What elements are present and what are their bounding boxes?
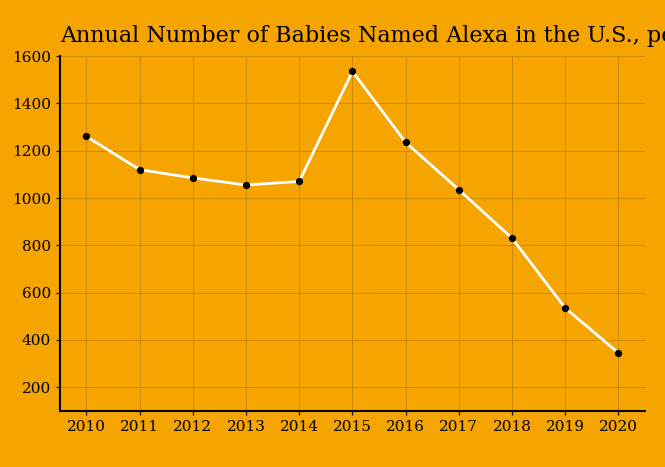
Point [507,234,517,242]
Point [347,68,358,75]
Point [560,304,571,312]
Point [134,166,145,173]
Point [241,181,251,189]
Point [188,174,198,182]
Point [454,186,464,193]
Point [294,178,305,185]
Point [613,349,624,357]
Text: Annual Number of Babies Named Alexa in the U.S., per Million Births: Annual Number of Babies Named Alexa in t… [60,25,665,47]
Point [81,133,92,140]
Point [400,139,411,146]
